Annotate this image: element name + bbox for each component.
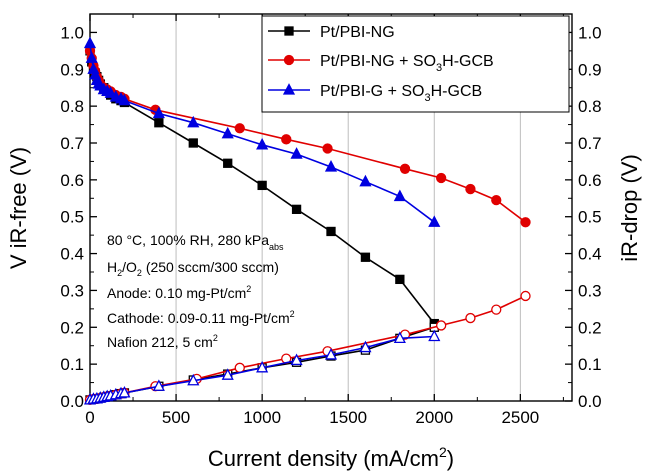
data-point xyxy=(393,189,406,202)
data-point xyxy=(359,340,372,353)
data-point xyxy=(234,362,245,373)
data-point xyxy=(223,158,233,168)
y-tick-label-right: 1.0 xyxy=(578,23,602,42)
x-tick-label: 1500 xyxy=(329,408,367,427)
y-tick-label-left: 0.7 xyxy=(60,134,84,153)
y-tick-label-left: 0.4 xyxy=(60,245,84,264)
legend-marker xyxy=(283,54,295,66)
data-point xyxy=(221,126,234,139)
y-tick-label-right: 0.2 xyxy=(578,318,602,337)
y-tick-label-left: 0.6 xyxy=(60,171,84,190)
data-point xyxy=(520,217,531,228)
annotation-line-1: 80 °C, 100% RH, 280 kPaabs xyxy=(107,232,284,252)
data-point xyxy=(221,368,234,380)
x-tick-label: 2500 xyxy=(501,408,539,427)
data-point xyxy=(256,137,269,150)
y-tick-label-right: 0.8 xyxy=(578,97,602,116)
data-point xyxy=(152,379,165,391)
legend: Pt/PBI-NG Pt/PBI-NG + SO3H-GCB Pt/PBI-G … xyxy=(261,15,570,113)
data-point xyxy=(85,51,98,63)
axis-ticks: 0 500 1000 1500 2000 2500 0.0 0.0 0.1 0.1 0.2 0.2 0.… xyxy=(60,13,602,427)
series-ir-drop-pt-pbi-g-so3h-gcb xyxy=(83,329,441,405)
y-tick-label-left: 0.5 xyxy=(60,208,84,227)
y-tick-label-right: 0.1 xyxy=(578,355,602,374)
data-point xyxy=(188,138,198,148)
data-point xyxy=(324,160,338,172)
legend-label-pt-pbi-ng-so3h-gcb: Pt/PBI-NG + SO3H-GCB xyxy=(320,53,494,74)
legend-box xyxy=(261,15,570,113)
y-axis-label-left: V iR-free (V) xyxy=(6,147,31,269)
y-tick-label-left: 0.0 xyxy=(60,392,84,411)
data-point xyxy=(428,215,441,227)
y-tick-label-left: 0.3 xyxy=(60,281,84,300)
x-tick-label: 1000 xyxy=(243,408,281,427)
y-tick-label-right: 0.9 xyxy=(578,60,602,79)
data-point xyxy=(257,180,267,191)
data-point xyxy=(290,147,303,159)
annotation-line-2: H2/O2 (250 sccm/300 sccm) xyxy=(107,259,279,278)
y-tick-label-right: 0.6 xyxy=(578,171,602,190)
data-point xyxy=(465,183,476,195)
legend-label-pt-pbi-g-so3h-gcb: Pt/PBI-G + SO3H-GCB xyxy=(320,83,482,104)
series-layer xyxy=(83,36,531,406)
data-point xyxy=(322,143,333,154)
data-point xyxy=(436,172,447,184)
data-point xyxy=(326,226,336,237)
y-tick-label-left: 0.2 xyxy=(60,318,84,337)
y-tick-label-right: 0.7 xyxy=(578,134,602,153)
data-point xyxy=(118,385,131,398)
y-tick-label-right: 0.0 xyxy=(578,392,602,411)
y-axis-label-right: iR-drop (V) xyxy=(617,154,642,262)
annotation-line-5: Nafion 212, 5 cm2 xyxy=(107,333,218,350)
data-point xyxy=(520,290,531,302)
annotation-line-3: Anode: 0.10 mg-Pt/cm2 xyxy=(107,284,251,301)
series-polarization-pt-pbi-g-so3h-gcb xyxy=(83,36,441,227)
data-point xyxy=(118,93,131,106)
legend-label-pt-pbi-ng: Pt/PBI-NG xyxy=(320,24,395,41)
data-point xyxy=(187,115,200,128)
data-point xyxy=(465,312,476,324)
data-point xyxy=(281,134,292,145)
data-point xyxy=(324,348,338,360)
data-point xyxy=(291,204,302,214)
x-tick-label: 500 xyxy=(162,408,190,427)
data-point xyxy=(491,304,502,315)
data-point xyxy=(491,194,502,206)
data-point xyxy=(290,353,303,366)
legend-marker xyxy=(282,83,296,95)
y-tick-label-left: 0.9 xyxy=(60,60,84,79)
x-axis-label: Current density (mA/cm2) xyxy=(208,444,454,471)
x-tick-label: 2000 xyxy=(415,408,453,427)
y-tick-label-left: 0.1 xyxy=(60,355,84,374)
data-point xyxy=(152,106,165,119)
annotation-line-4: Cathode: 0.09-0.11 mg-Pt/cm2 xyxy=(107,309,295,326)
data-point xyxy=(154,118,164,128)
y-tick-label-right: 0.3 xyxy=(578,281,602,300)
x-tick-label: 0 xyxy=(85,408,94,427)
data-point xyxy=(395,274,405,285)
data-point xyxy=(359,174,372,187)
y-tick-label-right: 0.4 xyxy=(578,245,602,264)
data-point xyxy=(399,163,411,174)
data-point xyxy=(393,331,406,343)
y-tick-label-right: 0.5 xyxy=(578,208,602,227)
conditions-annotation: 80 °C, 100% RH, 280 kPaabs H2/O2 (250 sc… xyxy=(107,232,295,350)
data-point xyxy=(187,373,200,386)
y-tick-label-left: 1.0 xyxy=(60,23,84,42)
data-point xyxy=(360,252,371,262)
data-point xyxy=(436,320,447,331)
legend-marker xyxy=(284,26,294,36)
plot-frame xyxy=(89,13,573,402)
y-tick-label-left: 0.8 xyxy=(60,97,84,116)
data-point xyxy=(104,86,117,98)
data-point xyxy=(234,123,245,134)
data-point xyxy=(256,360,269,373)
data-point xyxy=(83,36,97,49)
data-point xyxy=(428,329,441,342)
